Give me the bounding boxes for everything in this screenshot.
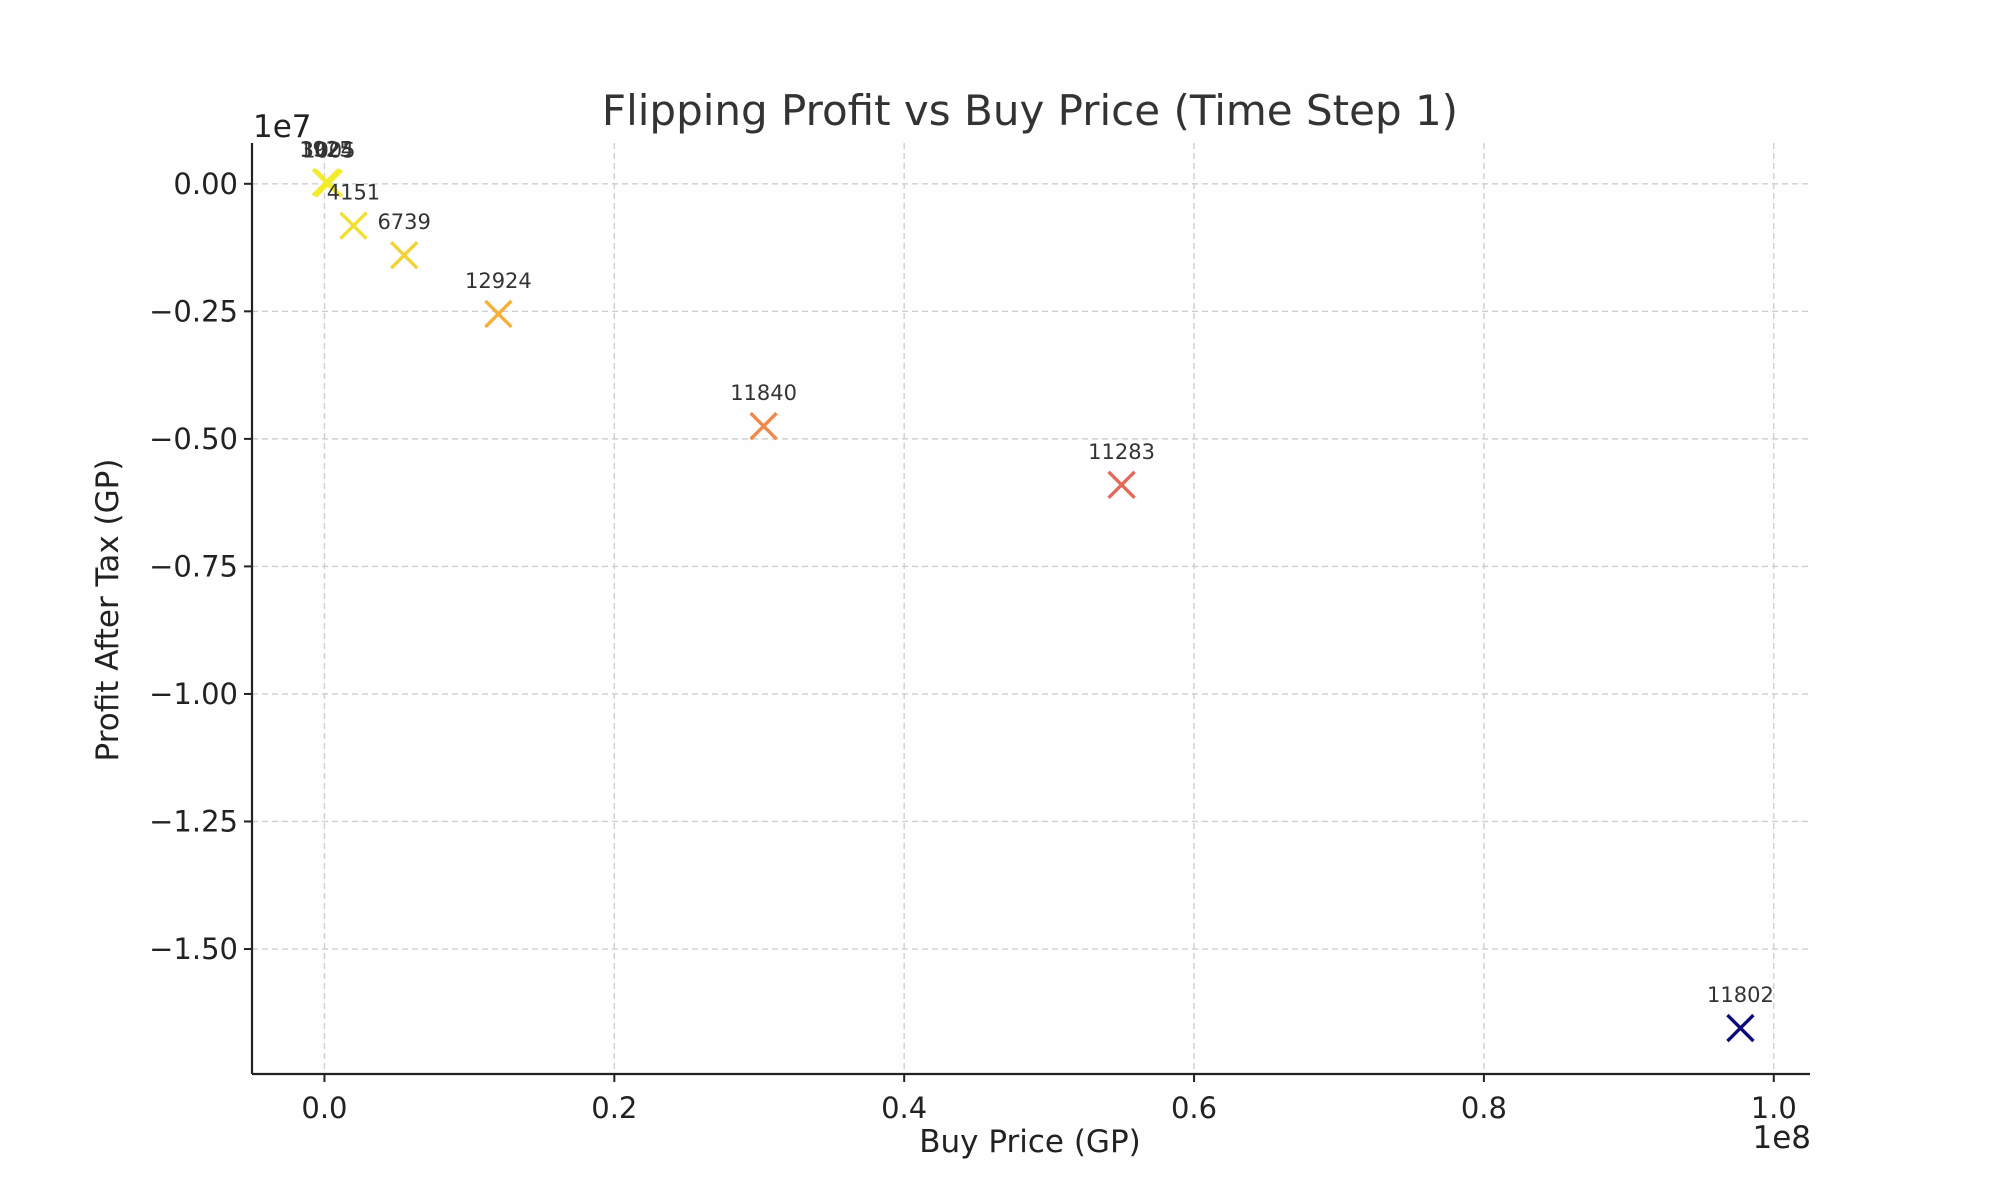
x-tick-label: 1.0: [1751, 1091, 1797, 1125]
y-tick-label: −1.50: [149, 932, 238, 966]
data-point-11802: 11802: [1707, 983, 1774, 1043]
data-label: 6739: [377, 210, 430, 234]
data-label: 1005: [302, 138, 355, 162]
data-point-11840: 11840: [730, 381, 797, 441]
y-tick-label: −0.50: [149, 422, 238, 456]
y-tick-label: −0.25: [149, 294, 238, 328]
axes-spines: [250, 143, 1810, 1076]
y-axis-label: Profit After Tax (GP): [90, 459, 126, 762]
data-point-12924: 12924: [465, 269, 532, 329]
y-tick-label: −1.25: [149, 804, 238, 838]
y-tick-label: −1.00: [149, 677, 238, 711]
y-tick-label: −0.75: [149, 549, 238, 583]
x-tick-label: 0.2: [591, 1091, 637, 1125]
x-marker: [1107, 470, 1136, 499]
data-label: 12924: [465, 269, 532, 293]
x-tick-label: 0.0: [301, 1091, 347, 1125]
data-point-4151: 4151: [327, 181, 380, 240]
data-label: 3024: [301, 138, 354, 162]
data-point-6739: 6739: [377, 210, 431, 270]
x-marker: [484, 299, 513, 329]
x-marker: [1726, 1013, 1755, 1043]
x-axis-offset-label: 1e8: [1752, 1120, 1811, 1156]
chart-title: Flipping Profit vs Buy Price (Time Step …: [602, 86, 1458, 135]
y-tick-label: 0.00: [173, 167, 238, 201]
y-axis-offset-label: 1e7: [253, 109, 312, 145]
data-label: 11840: [730, 381, 797, 405]
x-tick-label: 0.8: [1461, 1091, 1507, 1125]
x-marker: [314, 169, 344, 198]
data-label: 11802: [1707, 983, 1774, 1007]
x-tick-label: 0.6: [1171, 1091, 1217, 1125]
axis-ticks: 0.0 0.2 0.4 0.6 0.8 1.0 0.00 −0.25 −0.50 −0.75 −1.…: [149, 167, 1797, 1125]
data-label: 11283: [1088, 440, 1155, 464]
data-label: 1925: [299, 137, 352, 161]
data-point-1005: 1005: [302, 138, 356, 198]
x-marker: [389, 241, 419, 270]
data-point-11283: 11283: [1088, 440, 1155, 499]
grid-layer: [252, 143, 1810, 1074]
x-axis-label: Buy Price (GP): [919, 1124, 1141, 1160]
x-tick-label: 0.4: [881, 1091, 927, 1125]
data-label: 4151: [327, 181, 380, 205]
x-marker: [749, 411, 778, 441]
x-marker: [339, 211, 368, 240]
